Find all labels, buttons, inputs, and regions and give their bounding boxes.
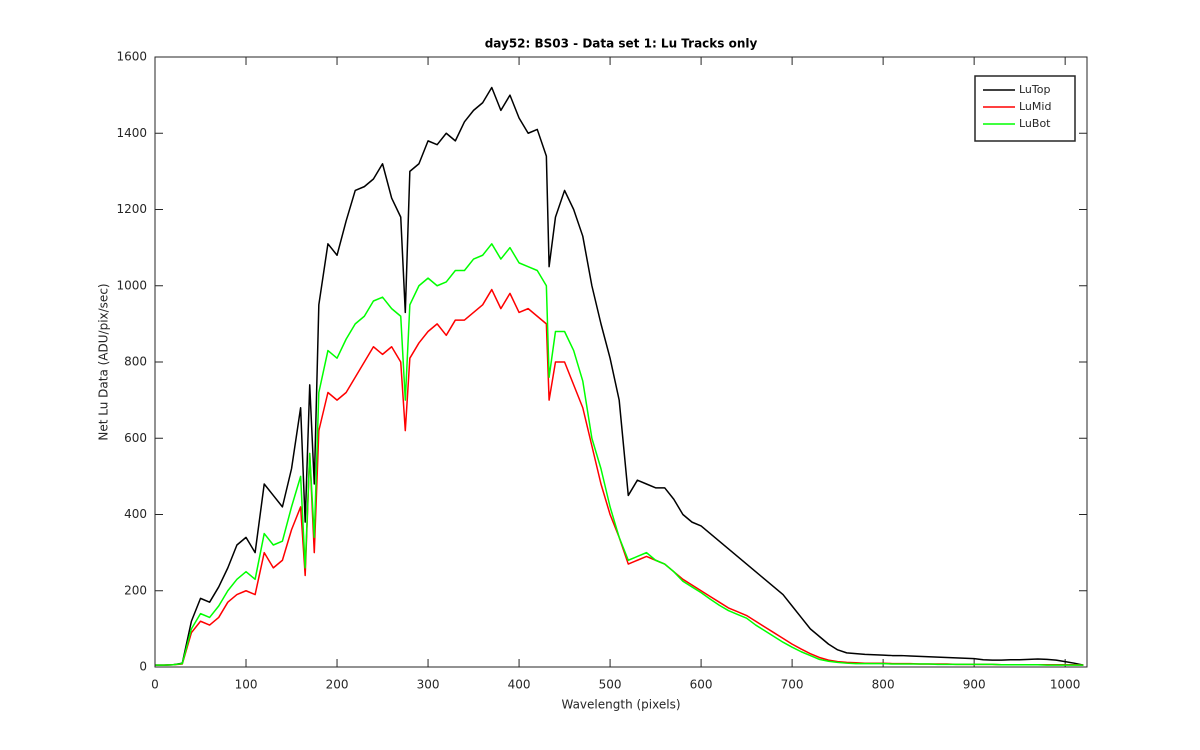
y-tick-label: 0 bbox=[139, 660, 147, 674]
x-tick-label: 500 bbox=[599, 678, 622, 692]
legend-label: LuBot bbox=[1019, 117, 1051, 130]
x-tick-label: 1000 bbox=[1050, 678, 1081, 692]
x-tick-label: 200 bbox=[326, 678, 349, 692]
chart-title: day52: BS03 - Data set 1: Lu Tracks only bbox=[485, 37, 758, 51]
legend-label: LuTop bbox=[1019, 83, 1050, 96]
y-tick-label: 1200 bbox=[116, 202, 147, 216]
y-axis-label: Net Lu Data (ADU/pix/sec) bbox=[97, 283, 111, 440]
x-tick-label: 0 bbox=[151, 678, 159, 692]
x-tick-label: 100 bbox=[235, 678, 258, 692]
data-line bbox=[155, 243, 1084, 666]
x-tick-label: 400 bbox=[508, 678, 531, 692]
legend-label: LuMid bbox=[1019, 100, 1051, 113]
y-tick-label: 600 bbox=[124, 431, 147, 445]
x-tick-label: 600 bbox=[690, 678, 713, 692]
axes-box bbox=[154, 56, 1088, 668]
x-tick-label: 300 bbox=[417, 678, 440, 692]
y-tick-label: 1400 bbox=[116, 126, 147, 140]
data-line bbox=[155, 86, 1084, 666]
x-tick-label: 900 bbox=[963, 678, 986, 692]
plot-area bbox=[155, 57, 1087, 667]
x-tick-label: 700 bbox=[781, 678, 804, 692]
y-tick-label: 1000 bbox=[116, 278, 147, 292]
y-tick-label: 1600 bbox=[116, 50, 147, 64]
legend-box bbox=[974, 75, 1076, 142]
x-tick-label: 800 bbox=[872, 678, 895, 692]
x-axis-label: Wavelength (pixels) bbox=[561, 698, 680, 712]
y-tick-label: 200 bbox=[124, 583, 147, 597]
y-tick-label: 800 bbox=[124, 355, 147, 369]
y-tick-label: 400 bbox=[124, 507, 147, 521]
